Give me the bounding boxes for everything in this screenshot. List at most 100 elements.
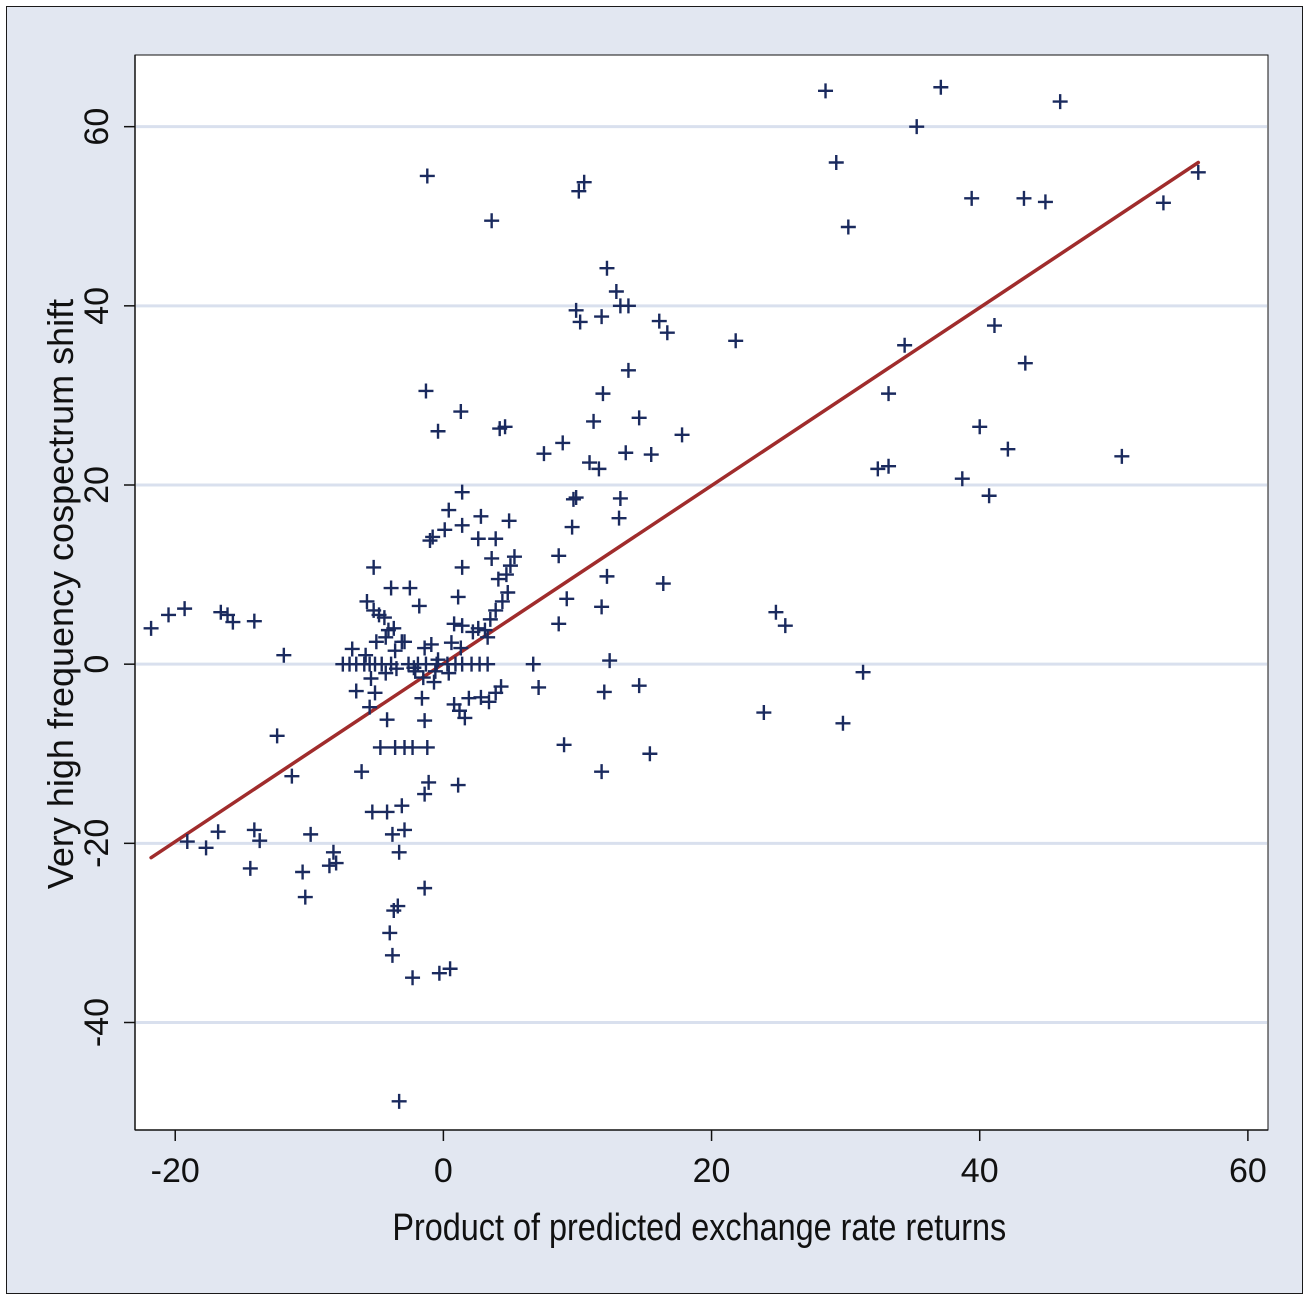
data-point (210, 824, 226, 840)
data-point (571, 183, 587, 199)
data-point (565, 491, 581, 507)
data-point (481, 694, 497, 710)
data-point (427, 663, 443, 679)
data-point (964, 190, 980, 206)
data-point (651, 313, 667, 329)
data-point (383, 580, 399, 596)
data-point (555, 435, 571, 451)
data-point (477, 622, 493, 638)
data-point (454, 559, 470, 575)
data-point (954, 471, 970, 487)
data-points (143, 79, 1206, 1109)
data-point (631, 410, 647, 426)
data-point (480, 656, 496, 672)
data-point (179, 834, 195, 850)
data-point (143, 620, 159, 636)
data-point (454, 517, 470, 533)
data-point (454, 484, 470, 500)
data-point (457, 710, 473, 726)
data-point (419, 739, 435, 755)
data-point (608, 284, 624, 299)
x-tick-label: 40 (961, 1152, 999, 1190)
data-point (411, 598, 427, 614)
data-point (602, 653, 618, 669)
data-point (470, 531, 486, 547)
data-point (383, 656, 399, 672)
data-point (493, 679, 509, 695)
data-point (297, 889, 313, 905)
data-point (594, 599, 610, 615)
data-point (536, 446, 552, 462)
x-tick-label: 0 (434, 1152, 453, 1190)
data-point (252, 833, 268, 849)
axes: -40 -20 0 20 40 60 -20 0 20 40 60 (78, 55, 1268, 1190)
data-point (933, 79, 949, 95)
data-point (378, 665, 394, 681)
data-point (835, 715, 851, 731)
data-point (328, 855, 344, 871)
data-point (909, 119, 925, 135)
data-point (594, 309, 610, 325)
data-point (525, 656, 541, 672)
data-point (397, 822, 413, 838)
data-point (321, 858, 337, 874)
data-point (484, 213, 500, 229)
data-point (442, 961, 458, 977)
data-point (418, 383, 434, 399)
data-point (611, 510, 627, 526)
data-point (422, 533, 438, 549)
data-point (972, 419, 988, 435)
data-point (498, 567, 514, 583)
data-point (582, 455, 598, 471)
data-point (596, 684, 612, 700)
data-point (430, 652, 446, 668)
data-point (756, 705, 772, 721)
x-axis-title: Product of predicted exchange rate retur… (392, 1207, 1006, 1249)
data-point (446, 616, 462, 632)
data-point (295, 864, 311, 880)
data-point (897, 337, 913, 353)
data-point (470, 620, 486, 636)
data-point (423, 636, 439, 652)
data-point (568, 490, 584, 506)
data-point (855, 664, 871, 680)
y-tick-label: 60 (78, 108, 116, 146)
data-point (363, 671, 379, 686)
data-point (390, 898, 406, 914)
data-point (450, 777, 466, 793)
data-point (981, 488, 997, 504)
data-point (425, 529, 441, 545)
data-point (572, 314, 588, 330)
data-point (559, 591, 575, 607)
data-point (405, 739, 421, 755)
data-point (348, 683, 364, 699)
data-point (161, 607, 177, 623)
y-tick-label: -40 (78, 998, 116, 1047)
data-point (384, 826, 400, 842)
data-point (417, 713, 433, 729)
data-point (494, 593, 510, 609)
data-point (620, 362, 636, 378)
data-point (441, 502, 457, 518)
data-point (441, 665, 457, 681)
data-point (242, 860, 258, 876)
data-point (473, 508, 489, 524)
data-point (568, 302, 584, 318)
data-point (407, 663, 423, 679)
data-point (450, 589, 466, 605)
data-point (430, 423, 446, 439)
data-point (391, 844, 407, 860)
y-axis-title: Very high frequency cospectrum shift (40, 299, 81, 889)
data-point (453, 404, 469, 420)
fit-line-group (149, 160, 1201, 860)
data-point (1016, 190, 1032, 206)
data-point (556, 737, 572, 753)
data-point (367, 685, 383, 701)
data-point (488, 602, 504, 618)
data-point (284, 768, 300, 784)
data-point (502, 558, 518, 574)
data-point (643, 447, 659, 463)
data-point (421, 774, 437, 790)
data-point (620, 298, 636, 314)
data-point (1017, 355, 1033, 371)
